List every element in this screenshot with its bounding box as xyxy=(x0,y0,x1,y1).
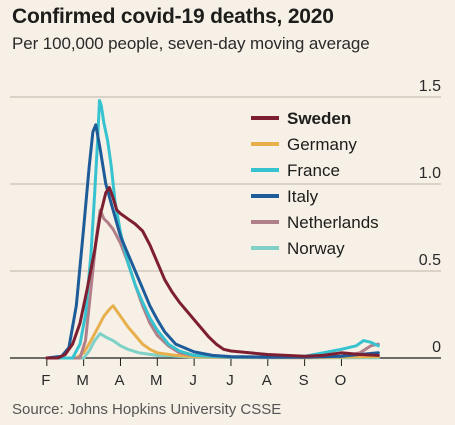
x-tick-label: M xyxy=(76,372,89,389)
legend-label-italy: Italy xyxy=(287,187,319,206)
y-tick-label: 0 xyxy=(432,339,441,356)
series-line-germany xyxy=(45,304,380,360)
x-tick-label: J xyxy=(226,372,234,389)
x-tick-label: A xyxy=(114,372,124,389)
legend-label-sweden: Sweden xyxy=(287,109,351,128)
legend-label-netherlands: Netherlands xyxy=(287,213,379,232)
x-tick-label: A xyxy=(262,372,272,389)
series-lines xyxy=(45,99,380,360)
y-tick-label: 0.5 xyxy=(419,252,441,269)
y-axis-ticks: 0 0.5 1.0 1.5 xyxy=(419,78,441,356)
x-tick-label: O xyxy=(335,372,347,389)
y-tick-label: 1.0 xyxy=(419,165,441,182)
legend-label-france: France xyxy=(287,161,340,180)
x-tick-label: J xyxy=(189,372,197,389)
legend-label-norway: Norway xyxy=(287,239,345,258)
series-line-france xyxy=(45,99,380,360)
chart-title: Confirmed covid-19 deaths, 2020 xyxy=(12,5,334,28)
legend: Sweden Germany France Italy Netherlands Norwa… xyxy=(251,109,379,258)
source-note: Source: Johns Hopkins University CSSE xyxy=(12,401,282,418)
y-tick-label: 1.5 xyxy=(419,78,441,95)
legend-label-germany: Germany xyxy=(287,135,357,154)
series-line-sweden xyxy=(45,186,380,360)
series-line-italy xyxy=(45,123,380,360)
x-tick-label: S xyxy=(299,372,309,389)
x-tick-label: M xyxy=(150,372,163,389)
chart-subtitle: Per 100,000 people, seven-day moving ave… xyxy=(12,34,370,53)
x-tick-label: F xyxy=(41,372,50,389)
